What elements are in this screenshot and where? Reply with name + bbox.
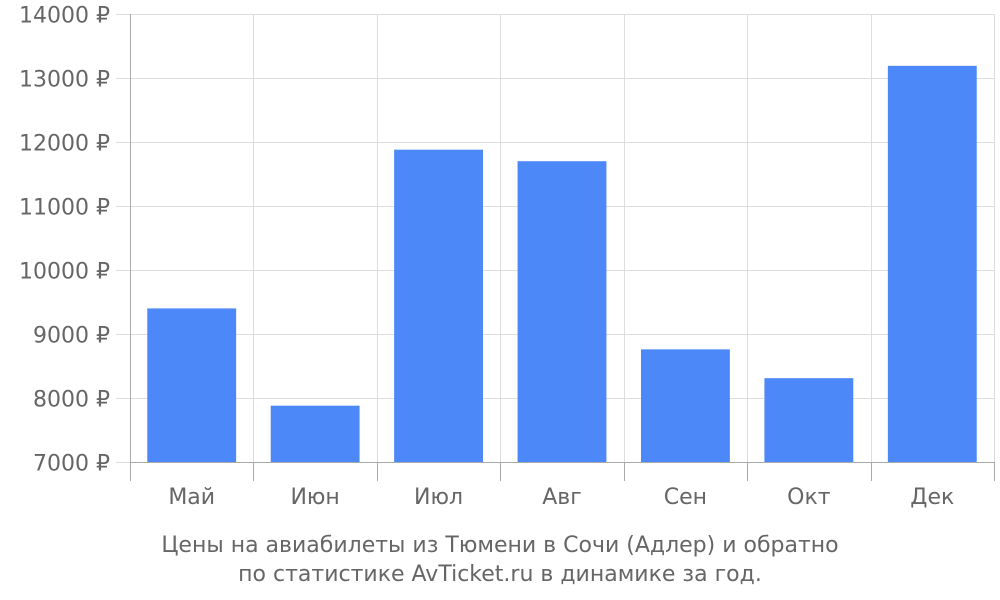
bar: [887, 65, 977, 462]
y-tick-label: 9000 ₽: [33, 324, 110, 349]
x-axis-tick-labels: Май Июн Июл Авг Сен Окт Дек: [168, 485, 954, 510]
y-tick-label: 10000 ₽: [19, 260, 110, 285]
y-tick-label: 14000 ₽: [19, 4, 110, 29]
caption-line-2: по статистике AvTicket.ru в динамике за …: [238, 562, 762, 587]
bars: [147, 65, 977, 462]
x-tick-label: Июн: [290, 485, 339, 510]
x-tick-label: Авг: [542, 485, 582, 510]
axes: [130, 14, 995, 481]
y-axis-tick-labels: 7000 ₽ 8000 ₽ 9000 ₽ 10000 ₽ 11000 ₽ 12000 ₽ 1…: [19, 4, 110, 477]
bar: [394, 149, 484, 462]
bar: [517, 161, 607, 462]
bar: [270, 405, 360, 462]
x-tick-label: Сен: [664, 485, 707, 510]
bar: [147, 308, 237, 462]
y-tick-label: 8000 ₽: [33, 388, 110, 413]
x-tick-label: Май: [168, 485, 215, 510]
bar: [764, 378, 854, 462]
bar: [640, 349, 730, 462]
x-tick-label: Окт: [787, 485, 831, 510]
chart-caption: Цены на авиабилеты из Тюмени в Сочи (Адл…: [0, 531, 1000, 589]
y-tick-label: 12000 ₽: [19, 132, 110, 157]
bar-chart: 7000 ₽ 8000 ₽ 9000 ₽ 10000 ₽ 11000 ₽ 12000 ₽ 1…: [19, 4, 995, 510]
x-tick-label: Дек: [910, 485, 954, 510]
y-tick-label: 11000 ₽: [19, 196, 110, 221]
y-tick-label: 13000 ₽: [19, 68, 110, 93]
caption-line-1: Цены на авиабилеты из Тюмени в Сочи (Адл…: [161, 533, 839, 558]
x-tick-label: Июл: [414, 485, 463, 510]
y-tick-label: 7000 ₽: [33, 452, 110, 477]
